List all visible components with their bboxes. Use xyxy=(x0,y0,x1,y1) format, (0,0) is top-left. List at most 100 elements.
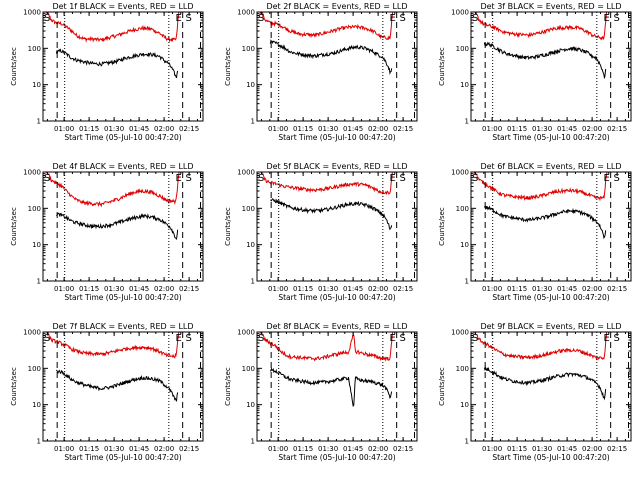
x-tick-label: 02:00 xyxy=(582,125,602,133)
series-line-events xyxy=(270,198,393,231)
plot-frame xyxy=(256,11,418,122)
series-group xyxy=(473,172,608,240)
x-tick-label: 02:00 xyxy=(154,125,174,133)
y-tick-label: 1000 xyxy=(23,9,41,17)
y-tick-label: 10 xyxy=(246,81,255,89)
y-tick-label: 100 xyxy=(28,45,41,53)
start-marker-label: S xyxy=(258,173,264,184)
series-line-events xyxy=(269,367,393,407)
x-tick-label: 02:15 xyxy=(393,445,413,453)
x-tick-label: 02:15 xyxy=(179,445,199,453)
x-tick-label: 01:30 xyxy=(532,125,552,133)
x-tick-label: 01:00 xyxy=(54,445,74,453)
series-group xyxy=(45,172,180,241)
series-group xyxy=(46,332,180,402)
y-tick-label: 1000 xyxy=(23,329,41,337)
start-marker-label: S xyxy=(186,173,192,184)
start-marker-label: S xyxy=(44,13,50,24)
x-tick-label: 01:00 xyxy=(482,125,502,133)
start-marker-label: S xyxy=(614,173,620,184)
y-axis-label: Counts/sec xyxy=(10,47,18,86)
series-line-lld xyxy=(45,172,180,208)
y-tick-label: 100 xyxy=(242,205,255,213)
plot-frame xyxy=(42,11,204,122)
series-line-events xyxy=(55,369,179,402)
x-tick-label: 01:45 xyxy=(129,445,149,453)
start-marker-label: S xyxy=(614,13,620,24)
end-marker-label: E xyxy=(390,333,396,344)
y-axis-label: Counts/sec xyxy=(224,47,232,86)
series-group xyxy=(260,172,393,231)
x-tick-label: 01:15 xyxy=(79,285,99,293)
x-axis-label: Start Time (05-Jul-10 00:47:20) xyxy=(278,453,395,462)
y-tick-label: 1 xyxy=(37,118,41,126)
end-marker-label: E xyxy=(390,13,396,24)
y-tick-label: 10 xyxy=(32,241,41,249)
start-marker-label: S xyxy=(472,333,478,344)
y-tick-label: 100 xyxy=(242,45,255,53)
y-tick-label: 1000 xyxy=(237,329,255,337)
chart-title: Det 3f BLACK = Events, RED = LLD xyxy=(480,2,621,11)
x-tick-label: 02:00 xyxy=(582,285,602,293)
y-tick-label: 1000 xyxy=(451,329,469,337)
y-tick-label: 100 xyxy=(28,365,41,373)
x-tick-label: 01:30 xyxy=(318,125,338,133)
start-marker-label: S xyxy=(614,333,620,344)
chart-title: Det 5f BLACK = Events, RED = LLD xyxy=(266,162,407,171)
y-tick-label: 100 xyxy=(456,45,469,53)
x-tick-label: 01:30 xyxy=(318,285,338,293)
plot-frame xyxy=(470,11,632,122)
y-tick-label: 1 xyxy=(251,438,255,446)
x-tick-label: 02:15 xyxy=(393,125,413,133)
y-tick-label: 100 xyxy=(28,205,41,213)
start-marker-label: S xyxy=(258,13,264,24)
x-axis-label: Start Time (05-Jul-10 00:47:20) xyxy=(64,453,181,462)
x-axis-label: Start Time (05-Jul-10 00:47:20) xyxy=(492,293,609,302)
x-tick-label: 01:30 xyxy=(532,445,552,453)
y-tick-label: 100 xyxy=(456,205,469,213)
series-line-lld xyxy=(473,332,608,361)
plot-frame xyxy=(42,171,204,282)
plot-frame xyxy=(256,171,418,282)
plot-frame xyxy=(42,331,204,442)
series-line-events xyxy=(483,41,607,79)
x-tick-label: 01:30 xyxy=(104,445,124,453)
x-tick-label: 01:15 xyxy=(507,445,527,453)
start-marker-label: S xyxy=(400,173,406,184)
series-group xyxy=(259,12,394,76)
x-tick-label: 01:15 xyxy=(293,445,313,453)
chart-title: Det 9f BLACK = Events, RED = LLD xyxy=(480,322,621,331)
plot-frame xyxy=(470,171,632,282)
x-tick-label: 02:00 xyxy=(368,285,388,293)
x-axis-label: Start Time (05-Jul-10 00:47:20) xyxy=(492,133,609,142)
series-line-lld xyxy=(259,12,394,41)
x-tick-label: 01:15 xyxy=(79,445,99,453)
x-tick-label: 01:00 xyxy=(268,125,288,133)
y-tick-label: 1 xyxy=(37,278,41,286)
y-tick-label: 1 xyxy=(465,438,469,446)
x-tick-label: 01:00 xyxy=(54,285,74,293)
y-axis-label: Counts/sec xyxy=(224,207,232,246)
chart-title: Det 4f BLACK = Events, RED = LLD xyxy=(52,162,193,171)
x-tick-label: 01:30 xyxy=(104,125,124,133)
series-line-lld xyxy=(46,332,180,360)
end-marker-label: E xyxy=(176,333,182,344)
x-axis-label: Start Time (05-Jul-10 00:47:20) xyxy=(278,293,395,302)
y-tick-label: 1 xyxy=(251,118,255,126)
y-tick-label: 100 xyxy=(242,365,255,373)
series-line-lld xyxy=(473,172,608,202)
y-tick-label: 100 xyxy=(456,365,469,373)
series-line-lld xyxy=(260,172,393,196)
x-tick-label: 01:15 xyxy=(507,125,527,133)
start-marker-label: S xyxy=(472,173,478,184)
x-tick-label: 01:45 xyxy=(557,445,577,453)
y-tick-label: 1000 xyxy=(451,169,469,177)
series-line-events xyxy=(55,48,179,79)
series-line-events xyxy=(56,212,179,241)
series-line-events xyxy=(483,366,607,401)
